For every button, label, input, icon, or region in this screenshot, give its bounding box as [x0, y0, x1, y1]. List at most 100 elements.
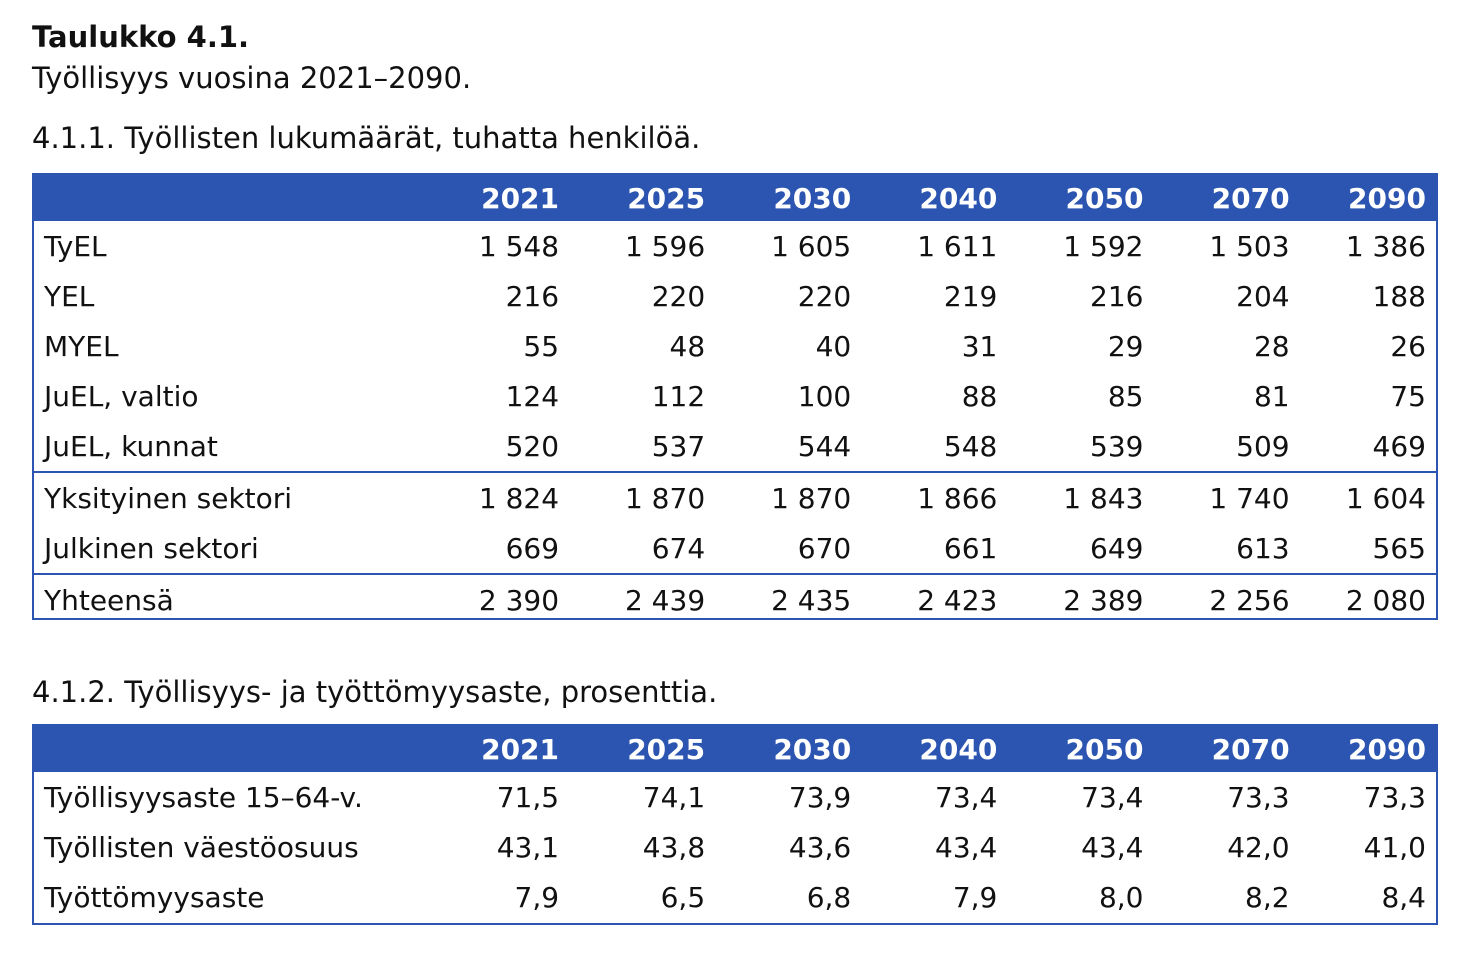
header-year: 2090	[1348, 732, 1426, 766]
header-year: 2040	[919, 181, 998, 215]
cell-value: 41,0	[1363, 830, 1426, 864]
row-label: Julkinen sektori	[44, 531, 259, 565]
row-label: JuEL, kunnat	[44, 429, 218, 463]
row-label: JuEL, valtio	[44, 379, 199, 413]
cell-value: 537	[651, 429, 706, 463]
table-row-unemployment-rate: Työttömyysaste 7,9 6,5 6,8 7,9 8,0 8,2 8…	[34, 872, 1436, 922]
cell-value: 55	[523, 329, 560, 363]
cell-value: 8,2	[1245, 880, 1290, 914]
cell-value: 613	[1236, 531, 1290, 565]
cell-value: 204	[1236, 279, 1290, 313]
cell-value: 7,9	[514, 880, 560, 914]
cell-value: 1 740	[1209, 481, 1290, 515]
employment-rates-table: 2021 2025 2030 2040 2050 2070 2090 Työll…	[32, 724, 1438, 925]
cell-value: 1 596	[624, 229, 706, 263]
row-label: Työttömyysaste	[44, 880, 265, 914]
cell-value: 43,4	[1081, 830, 1144, 864]
header-year: 2090	[1348, 181, 1426, 215]
cell-value: 1 503	[1209, 229, 1290, 263]
cell-value: 71,5	[496, 780, 560, 814]
cell-value: 565	[1372, 531, 1426, 565]
table-row-total: Yhteensä 2 390 2 439 2 435 2 423 2 389 2…	[34, 573, 1436, 625]
cell-value: 29	[1107, 329, 1144, 363]
cell-value: 8,4	[1381, 880, 1426, 914]
table-row-juel-valtio: JuEL, valtio 124 112 100 88 85 81 75	[34, 371, 1436, 421]
row-label: Yhteensä	[44, 583, 174, 617]
cell-value: 6,5	[660, 880, 706, 914]
cell-value: 548	[943, 429, 998, 463]
cell-value: 1 870	[771, 481, 852, 515]
cell-value: 85	[1107, 379, 1144, 413]
cell-value: 1 548	[478, 229, 560, 263]
row-label: Työllisten väestöosuus	[44, 830, 359, 864]
cell-value: 40	[815, 329, 852, 363]
section-heading-employment-rates: 4.1.2. Työllisyys- ja työttömyysaste, pr…	[32, 675, 718, 709]
cell-value: 8,0	[1098, 880, 1144, 914]
cell-value: 31	[961, 329, 998, 363]
cell-value: 2 435	[771, 583, 852, 617]
cell-value: 544	[797, 429, 852, 463]
cell-value: 43,4	[935, 830, 998, 864]
cell-value: 1 866	[917, 481, 998, 515]
header-year: 2070	[1211, 732, 1290, 766]
row-label: MYEL	[44, 329, 119, 363]
cell-value: 1 386	[1345, 229, 1426, 263]
cell-value: 2 080	[1345, 583, 1426, 617]
header-year: 2040	[919, 732, 998, 766]
cell-value: 216	[505, 279, 560, 313]
cell-value: 1 605	[771, 229, 852, 263]
cell-value: 1 870	[624, 481, 706, 515]
cell-value: 81	[1253, 379, 1290, 413]
cell-value: 26	[1390, 329, 1426, 363]
cell-value: 220	[797, 279, 852, 313]
cell-value: 43,1	[496, 830, 560, 864]
cell-value: 73,4	[935, 780, 998, 814]
cell-value: 73,9	[788, 780, 852, 814]
row-label: YEL	[44, 279, 95, 313]
cell-value: 1 604	[1345, 481, 1426, 515]
table-row-myel: MYEL 55 48 40 31 29 28 26	[34, 321, 1436, 371]
table-row-tyel: TyEL 1 548 1 596 1 605 1 611 1 592 1 503…	[34, 221, 1436, 271]
cell-value: 188	[1372, 279, 1426, 313]
cell-value: 100	[797, 379, 852, 413]
cell-value: 75	[1390, 379, 1426, 413]
table-row-juel-kunnat: JuEL, kunnat 520 537 544 548 539 509 469	[34, 421, 1436, 471]
table-row-employment-rate: Työllisyysaste 15–64-v. 71,5 74,1 73,9 7…	[34, 772, 1436, 822]
cell-value: 1 611	[917, 229, 998, 263]
row-label: Työllisyysaste 15–64-v.	[44, 780, 363, 814]
cell-value: 669	[505, 531, 560, 565]
header-year: 2021	[481, 732, 560, 766]
cell-value: 124	[505, 379, 560, 413]
cell-value: 6,8	[806, 880, 852, 914]
cell-value: 216	[1090, 279, 1144, 313]
cell-value: 112	[651, 379, 706, 413]
header-year: 2050	[1065, 181, 1144, 215]
cell-value: 42,0	[1227, 830, 1290, 864]
cell-value: 73,3	[1227, 780, 1290, 814]
table-row-private-sector: Yksityinen sektori 1 824 1 870 1 870 1 8…	[34, 471, 1436, 523]
header-year: 2025	[627, 732, 706, 766]
header-year: 2025	[627, 181, 706, 215]
header-year: 2030	[773, 732, 852, 766]
cell-value: 2 390	[478, 583, 560, 617]
table-row-employed-population-share: Työllisten väestöosuus 43,1 43,8 43,6 43…	[34, 822, 1436, 872]
cell-value: 73,4	[1081, 780, 1144, 814]
cell-value: 74,1	[642, 780, 706, 814]
cell-value: 509	[1236, 429, 1290, 463]
cell-value: 7,9	[952, 880, 998, 914]
cell-value: 1 592	[1063, 229, 1144, 263]
row-label: Yksityinen sektori	[44, 481, 293, 515]
cell-value: 539	[1090, 429, 1144, 463]
header-year: 2021	[481, 181, 560, 215]
cell-value: 43,6	[788, 830, 852, 864]
table-row-public-sector: Julkinen sektori 669 674 670 661 649 613…	[34, 523, 1436, 573]
cell-value: 220	[651, 279, 706, 313]
cell-value: 2 439	[624, 583, 706, 617]
table-row-yel: YEL 216 220 220 219 216 204 188	[34, 271, 1436, 321]
cell-value: 88	[961, 379, 998, 413]
cell-value: 73,3	[1363, 780, 1426, 814]
row-label: TyEL	[44, 229, 107, 263]
cell-value: 520	[505, 429, 560, 463]
cell-value: 2 256	[1209, 583, 1290, 617]
cell-value: 649	[1090, 531, 1144, 565]
